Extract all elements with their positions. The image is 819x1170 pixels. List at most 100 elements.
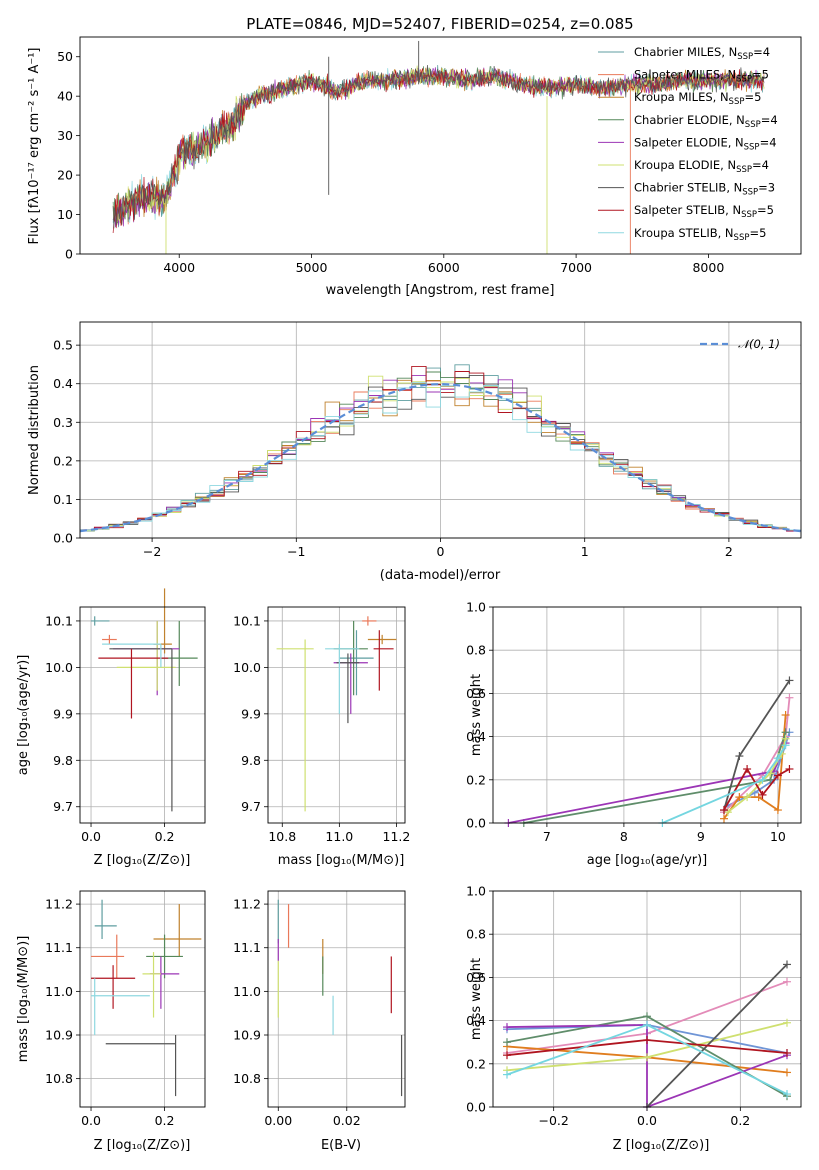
x-tick-label: 7000 (560, 260, 592, 275)
legend-tail: =5 (749, 226, 766, 240)
weight-series-9 (662, 744, 787, 824)
x-tick-label: 11.0 (325, 829, 353, 844)
y-tick-label: 0.4 (53, 376, 73, 391)
y-tick-label: 11.1 (45, 940, 73, 955)
mass-z-xlabel: Z [log₁₀(Z/Z⊙)] (94, 1138, 191, 1153)
y-tick-label: 30 (57, 128, 73, 143)
y-tick-label: 0.2 (466, 772, 486, 787)
residual-xlabel: (data-model)/error (380, 568, 501, 583)
legend-entry-5: Salpeter ELODIE, NSSP=4 (634, 135, 777, 152)
y-tick-label: 10.8 (45, 1071, 73, 1086)
mass-z-panel: 0.0 0.2 10.8 10.9 11.0 11.1 11.2 (45, 890, 206, 1128)
x-tick-label: 7 (543, 829, 551, 844)
histogram-series (80, 364, 801, 534)
legend-entry-2: Salpeter MILES, NSSP=5 (634, 68, 769, 85)
y-tick-label: 9.9 (241, 706, 261, 721)
y-tick-label: 11.0 (45, 984, 73, 999)
legend-text: Kroupa STELIB, N (634, 226, 734, 240)
x-tick-label: 10.8 (268, 829, 296, 844)
x-tick-label: −0.2 (538, 1113, 568, 1128)
y-tick-label: 10.9 (45, 1028, 73, 1043)
y-tick-label: 1.0 (466, 600, 486, 615)
x-tick-label: 0 (437, 544, 445, 559)
mw-age-ylabel: mass weight (469, 674, 484, 756)
legend-entry-3: Kroupa MILES, NSSP=5 (634, 90, 761, 107)
x-tick-label: 4000 (163, 260, 195, 275)
axes-frame (267, 606, 406, 824)
y-tick-label: 9.9 (53, 706, 73, 721)
legend-entry-4: Chabrier ELODIE, NSSP=4 (634, 113, 778, 130)
x-tick-label: 0.0 (81, 829, 101, 844)
spectrum-lines (112, 40, 765, 254)
y-tick-label: 11.1 (233, 940, 261, 955)
weight-series-5 (508, 742, 787, 824)
legend-entry-6: Kroupa ELODIE, NSSP=4 (634, 158, 769, 175)
residual-panel: −2 −1 0 1 2 0.0 0.1 0.2 0.3 0.4 0.5 𝒩(0, 1) (53, 321, 802, 559)
x-tick-label: 5000 (296, 260, 328, 275)
legend-tail: =4 (760, 135, 777, 149)
y-tick-label: 0.4 (466, 729, 486, 744)
y-tick-label: 0.3 (53, 415, 73, 430)
y-tick-label: 9.8 (241, 753, 261, 768)
legend-text: Kroupa ELODIE, N (634, 158, 736, 172)
legend-subscript: SSP (729, 97, 745, 107)
y-tick-label: 9.7 (53, 799, 73, 814)
y-tick-label: 20 (57, 168, 73, 183)
figure-title: PLATE=0846, MJD=52407, FIBERID=0254, z=0… (246, 15, 633, 33)
legend-subscript: SSP (741, 210, 757, 220)
axes-frame (267, 890, 406, 1108)
x-tick-label: 0.2 (155, 829, 175, 844)
x-tick-label: 0.00 (264, 1113, 292, 1128)
y-tick-label: 11.2 (233, 897, 261, 912)
x-tick-label: 2 (725, 544, 733, 559)
mass-ebv-panel: 0.00 0.02 10.8 10.9 11.0 11.1 11.2 (233, 890, 406, 1128)
x-tick-label: 10 (770, 829, 786, 844)
y-tick-label: 10.0 (45, 660, 73, 675)
x-tick-label: 0.02 (333, 1113, 361, 1128)
y-tick-label: 0.8 (466, 927, 486, 942)
legend-tail: =5 (757, 203, 774, 217)
x-tick-label: 11.2 (383, 829, 411, 844)
legend-text: Salpeter STELIB, N (634, 203, 741, 217)
residual-ylabel: Normed distribution (27, 365, 42, 495)
mw-age-xlabel: age [log₁₀(age/yr)] (587, 853, 708, 868)
mass-ebv-xlabel: E(B-V) (321, 1138, 361, 1153)
weight-series-5 (506, 1023, 788, 1109)
legend-text: Chabrier ELODIE, N (634, 113, 745, 127)
spectrum-xlabel: wavelength [Angstrom, rest frame] (326, 283, 555, 298)
legend-subscript: SSP (734, 233, 750, 243)
spectrum-ylabel: Flux [fλ10⁻¹⁷ erg cm⁻² s⁻¹ A⁻¹] (27, 48, 42, 245)
legend-entry-7: Chabrier STELIB, NSSP=3 (634, 181, 775, 198)
x-tick-label: 0.2 (155, 1113, 175, 1128)
legend-tail: =5 (744, 90, 761, 104)
x-tick-label: 9 (697, 829, 705, 844)
weight-series-7 (646, 963, 788, 1108)
age-z-ylabel: age [log₁₀(age/yr)] (16, 655, 31, 776)
y-tick-label: 0.6 (466, 686, 486, 701)
y-tick-label: 10.1 (45, 613, 73, 628)
y-tick-label: 1.0 (466, 884, 486, 899)
mw-z-xlabel: Z [log₁₀(Z/Z⊙)] (613, 1138, 710, 1153)
x-tick-label: 1 (581, 544, 589, 559)
x-tick-label: 8000 (692, 260, 724, 275)
axes-frame (79, 36, 802, 255)
y-tick-label: 0.0 (53, 531, 73, 546)
x-tick-label: 0.0 (637, 1113, 657, 1128)
age-mass-xlabel: mass [log₁₀(M/M⊙)] (278, 853, 405, 868)
legend-text: Chabrier MILES, N (634, 45, 737, 59)
mass-z-ylabel: mass [log₁₀(M/M⊙)] (16, 936, 31, 1063)
x-tick-label: −2 (143, 544, 161, 559)
y-tick-label: 9.8 (53, 753, 73, 768)
legend-entry-1: Chabrier MILES, NSSP=4 (634, 45, 770, 62)
y-tick-label: 50 (57, 49, 73, 64)
y-tick-label: 0.8 (466, 643, 486, 658)
spectrum-series-7 (112, 64, 765, 229)
normal-curve (80, 382, 801, 533)
x-tick-label: 6000 (428, 260, 460, 275)
y-tick-label: 0.0 (466, 816, 486, 831)
spectrum-panel: 4000 5000 6000 7000 8000 0 10 20 30 40 50 Chabrier … (57, 36, 802, 275)
y-tick-label: 10.0 (233, 660, 261, 675)
y-tick-label: 0.6 (466, 970, 486, 985)
y-tick-label: 0.4 (466, 1013, 486, 1028)
